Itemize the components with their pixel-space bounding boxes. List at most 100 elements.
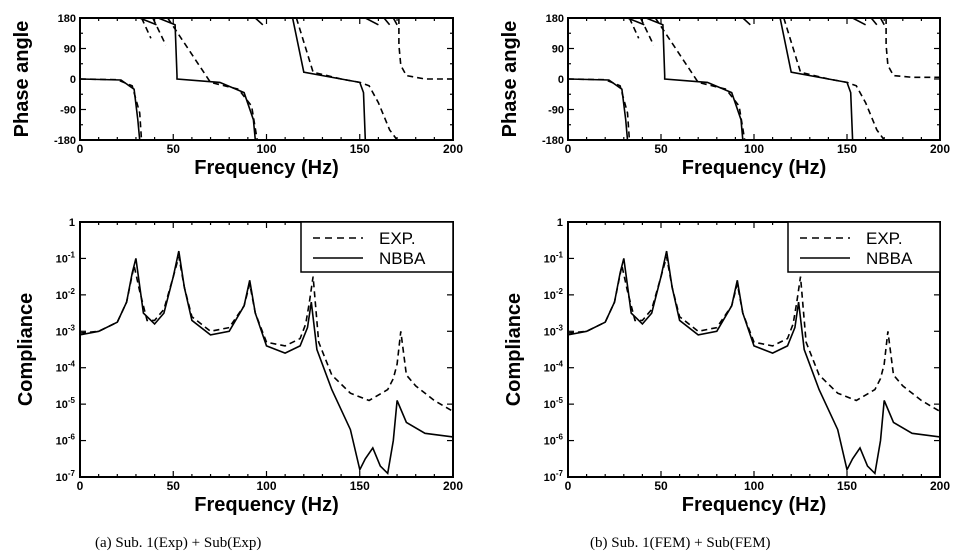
series-dashed-line [140,18,152,39]
x-tick-label: 50 [167,142,181,156]
series-exp-line [568,256,940,413]
series-solid-line [627,18,645,26]
y-tick-label: 10-2 [56,287,76,302]
legend-label: EXP. [379,229,416,248]
legend-box [300,221,454,273]
y-tick-label: 10-2 [544,287,564,302]
legend: EXP.NBBA [787,221,941,273]
legend-label: EXP. [866,229,903,248]
y-tick-label: 10-7 [544,469,564,484]
series-solid-line [80,78,141,140]
x-tick-label: 100 [256,479,276,493]
legend: EXP.NBBA [300,221,454,273]
chart-a-compliance: 0 50 100 150 200 1 10-1 10-2 10-3 10-4 10-5 10-6 10-… [15,217,463,516]
x-tick-label: 0 [77,142,84,156]
series-dashed-line [167,18,259,140]
y-tick-label: 10-4 [544,360,564,375]
y-tick-label: 10-4 [56,360,76,375]
y-tick-label: 10-1 [544,250,564,265]
series-solid-line [254,18,264,26]
series-solid-line [139,18,157,26]
y-axis-title: Phase angle [499,21,521,138]
x-axis-title: Frequency (Hz) [194,157,338,179]
y-tick-label: -90 [60,105,76,117]
x-axis-title: Frequency (Hz) [682,494,826,516]
y-tick-label: 10-5 [544,396,564,411]
y-axis-title: Compliance [15,293,37,406]
x-tick-label: 100 [744,142,764,156]
series-dashed-line [628,18,640,39]
y-tick-label: 90 [552,44,564,56]
plot-frame [567,17,941,141]
x-tick-label: 200 [930,142,950,156]
y-tick-label: 10-1 [56,250,76,265]
x-tick-label: 50 [167,479,181,493]
y-tick-label: 180 [58,13,76,25]
caption-a: (a) Sub. 1(Exp) + Sub(Exp) [95,535,262,551]
series-solid-line [392,18,398,26]
series-solid-line [291,18,367,140]
series-dashed-line [885,18,940,79]
x-tick-label: 100 [744,479,764,493]
chart-b-compliance: 0 50 100 150 200 1 10-1 10-2 10-3 10-4 10-5 10-6 10-… [503,217,950,516]
y-tick-label: -180 [542,135,564,147]
series-group [568,18,940,140]
plot-frame [79,17,454,141]
series-solid-line [645,18,744,140]
legend-box [787,221,941,273]
y-tick-label: 10-5 [56,396,76,411]
series-solid-line [568,78,629,140]
x-tick-label: 200 [930,479,950,493]
x-tick-label: 50 [654,479,668,493]
chart-a-phase: 0 50 100 150 200 180 90 0 -90 -180 Frequency (Hz) P… [11,13,463,179]
legend-label: NBBA [379,249,426,268]
x-tick-label: 200 [443,479,463,493]
x-axis-title: Frequency (Hz) [194,494,338,516]
series-solid-line [879,18,885,26]
x-tick-label: 150 [837,142,857,156]
series-solid-line [779,18,854,140]
y-tick-label: 10-6 [56,433,76,448]
x-tick-label: 100 [256,142,276,156]
y-tick-label: 10-3 [544,323,564,338]
legend-label: NBBA [866,249,913,268]
series-solid-line [365,18,379,26]
series-dashed-line [398,18,453,80]
series-dashed-line [654,18,747,140]
y-tick-label: -90 [548,105,564,117]
y-tick-label: 1 [69,217,75,229]
x-tick-label: 150 [350,142,370,156]
chart-b-phase: 0 50 100 150 200 180 90 0 -90 -180 Frequency (Hz) P… [499,13,950,179]
x-tick-label: 50 [654,142,668,156]
y-axis-title: Compliance [503,293,525,406]
series-solid-line [870,18,878,26]
y-tick-label: 0 [558,74,564,86]
x-tick-label: 150 [837,479,857,493]
series-nbba-line [568,250,940,476]
series-group [80,250,453,476]
series-dashed-line [639,18,655,46]
series-dashed-line [295,18,398,140]
series-solid-line [157,18,257,140]
x-tick-label: 0 [77,479,84,493]
series-solid-line [742,18,751,26]
x-tick-label: 150 [350,479,370,493]
y-tick-label: -180 [54,135,76,147]
x-tick-label: 0 [565,479,572,493]
y-tick-label: 180 [546,13,564,25]
series-solid-line [852,18,866,26]
y-tick-label: 90 [64,44,76,56]
series-dashed-line [152,18,167,46]
y-tick-label: 10-3 [56,323,76,338]
y-tick-label: 10-7 [56,469,76,484]
y-tick-label: 10-6 [544,433,564,448]
series-group [80,18,453,140]
x-tick-label: 200 [443,142,463,156]
caption-b: (b) Sub. 1(FEM) + Sub(FEM) [590,535,771,551]
x-axis-title: Frequency (Hz) [682,157,826,179]
series-solid-line [383,18,391,26]
x-tick-label: 0 [565,142,572,156]
series-group [568,250,940,476]
y-tick-label: 1 [557,217,563,229]
